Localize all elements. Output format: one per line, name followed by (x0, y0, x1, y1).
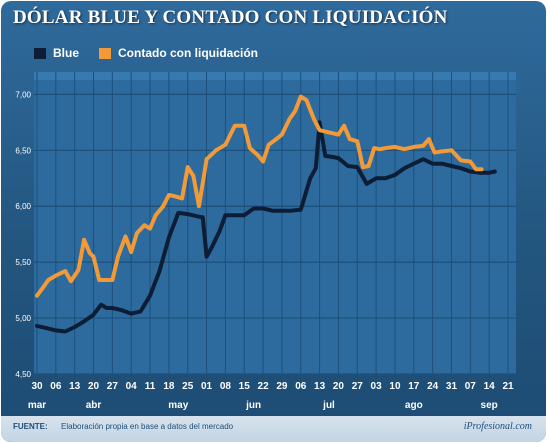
x-tick-label: 30 (31, 381, 43, 392)
month-label: may (168, 400, 188, 411)
x-tick-label: 29 (276, 381, 288, 392)
x-tick-label: 13 (314, 381, 326, 392)
series-line-blue (35, 120, 497, 334)
x-tick-label: 04 (126, 381, 138, 392)
month-label: sep (481, 400, 498, 411)
x-tick-label: 06 (50, 381, 62, 392)
x-tick-label: 11 (145, 381, 156, 392)
x-tick-label: 15 (239, 381, 251, 392)
footer: FUENTE: Elaboración propia en base a dat… (1, 416, 546, 442)
x-tick-label: 18 (163, 381, 175, 392)
x-tick-label: 21 (502, 381, 514, 392)
series-line-contado-con-liquidacion (35, 94, 484, 298)
x-tick-label: 14 (484, 381, 496, 392)
y-tick-label: 5,50 (15, 258, 31, 267)
x-tick-label: 27 (352, 381, 364, 392)
x-tick-label: 20 (333, 381, 345, 392)
x-tick-label: 24 (427, 381, 439, 392)
line-chart: 4,50 5,00 5,50 6,00 6,50 7,00 30 06 13 20 27 04 11 18… (15, 72, 516, 411)
legend-label-ccl: Contado con liquidación (118, 46, 258, 60)
x-tick-label: 27 (107, 381, 119, 392)
chart-title: DÓLAR BLUE Y CONTADO CON LIQUIDACIÓN (13, 7, 448, 28)
x-tick-label: 22 (258, 381, 270, 392)
source-text: Elaboración propia en base a datos del m… (61, 422, 234, 431)
month-label: jul (322, 400, 335, 411)
brand-logo: iProfesional.com (463, 421, 532, 432)
month-label: jun (245, 400, 261, 411)
plot-top-band (34, 72, 516, 80)
legend-swatch-blue (34, 47, 46, 59)
x-tick-label: 07 (465, 381, 477, 392)
legend-item-blue: Blue (34, 45, 79, 61)
plot-area (34, 72, 516, 374)
y-tick-label: 7,00 (15, 90, 31, 99)
legend-label-blue: Blue (53, 46, 80, 60)
month-label: mar (28, 400, 46, 411)
legend-item-ccl: Contado con liquidación (99, 45, 258, 61)
x-tick-label: 17 (408, 381, 420, 392)
x-tick-label: 31 (446, 381, 458, 392)
month-label: ago (405, 400, 423, 411)
x-tick-label: 01 (201, 381, 213, 392)
x-tick-label: 08 (220, 381, 232, 392)
y-tick-label: 6,50 (15, 146, 31, 155)
y-tick-label: 5,00 (15, 314, 31, 323)
legend-swatch-ccl (99, 47, 111, 59)
x-tick-label: 25 (182, 381, 194, 392)
x-tick-label: 10 (389, 381, 401, 392)
x-tick-label: 20 (88, 381, 100, 392)
month-label: abr (86, 400, 102, 411)
x-tick-label: 06 (295, 381, 307, 392)
x-tick-label: 13 (69, 381, 81, 392)
x-tick-label: 03 (371, 381, 383, 392)
y-tick-label: 4,50 (15, 370, 31, 379)
source-key: FUENTE: (13, 422, 48, 431)
y-tick-label: 6,00 (15, 202, 31, 211)
